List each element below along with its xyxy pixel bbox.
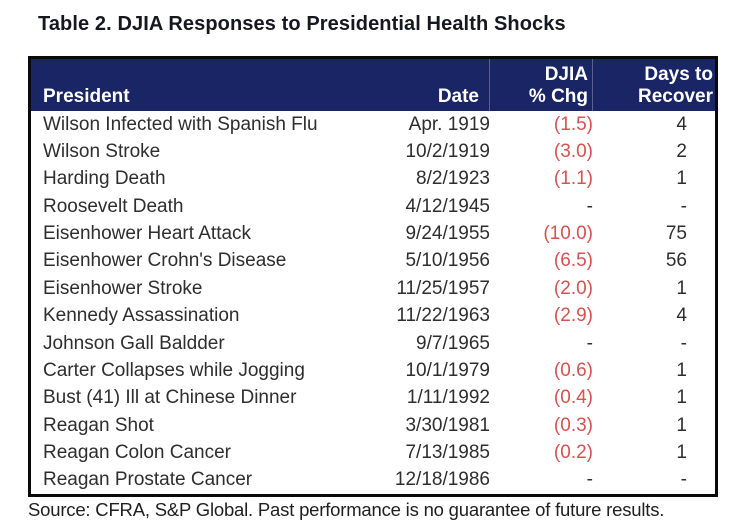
cell-date: 9/7/1965 (416, 332, 490, 354)
cell-days-to-recover: 1 (676, 359, 687, 381)
cell-date: Apr. 1919 (408, 113, 490, 135)
cell-president: Harding Death (43, 168, 166, 190)
cell-date: 12/18/1986 (394, 469, 490, 491)
cell-date: 7/13/1985 (405, 441, 490, 463)
cell-djia-pct-chg: (10.0) (543, 223, 593, 245)
table-body: Wilson Infected with Spanish Flu Apr. 191… (31, 111, 715, 494)
cell-date: 9/24/1955 (405, 223, 490, 245)
header-djia-line1: DJIA (544, 64, 588, 85)
cell-president: Eisenhower Crohn's Disease (43, 250, 287, 272)
table-row: Bust (41) Ill at Chinese Dinner 1/11/1992… (31, 385, 715, 412)
cell-djia-pct-chg: (1.1) (553, 168, 593, 190)
cell-date: 8/2/1923 (416, 168, 490, 190)
table-row: Eisenhower Heart Attack 9/24/1955 (10.0) 75 (31, 220, 715, 247)
cell-president: Wilson Stroke (43, 141, 161, 163)
cell-djia-pct-chg: - (586, 469, 593, 491)
table-row: Reagan Shot 3/30/1981 (0.3) 1 (31, 412, 715, 439)
header-date: Date (372, 59, 490, 111)
header-djia-pct-chg: DJIA % Chg (490, 59, 593, 111)
cell-date: 4/12/1945 (405, 195, 490, 217)
header-djia-line2: % Chg (528, 86, 588, 107)
table-title: Table 2. DJIA Responses to Presidential … (38, 13, 566, 35)
header-date-line1 (372, 64, 479, 86)
table-row: Eisenhower Stroke 11/25/1957 (2.0) 1 (31, 275, 715, 302)
cell-president: Reagan Prostate Cancer (43, 469, 253, 491)
cell-date: 1/11/1992 (406, 387, 490, 409)
table-row: Reagan Prostate Cancer 12/18/1986 - - (31, 467, 715, 494)
cell-days-to-recover: 1 (676, 387, 687, 409)
header-date-line2: Date (437, 86, 479, 107)
cell-days-to-recover: 1 (676, 441, 687, 463)
cell-djia-pct-chg: (2.0) (553, 277, 593, 299)
cell-djia-pct-chg: - (586, 195, 593, 217)
cell-djia-pct-chg: - (586, 332, 593, 354)
cell-date: 11/25/1957 (396, 277, 490, 299)
cell-president: Johnson Gall Baldder (43, 332, 225, 354)
table-row: Wilson Stroke 10/2/1919 (3.0) 2 (31, 138, 715, 165)
table-row: Kennedy Assassination 11/22/1963 (2.9) 4 (31, 303, 715, 330)
cell-president: Reagan Shot (43, 414, 154, 436)
djia-health-shocks-table: President Date DJIA % Chg Days to Recove… (28, 56, 718, 497)
cell-djia-pct-chg: (2.9) (553, 305, 593, 327)
cell-days-to-recover: 4 (676, 305, 687, 327)
cell-days-to-recover: 4 (676, 113, 687, 135)
header-days-line1: Days to (644, 64, 713, 85)
cell-djia-pct-chg: (6.5) (553, 250, 593, 272)
cell-days-to-recover: 1 (676, 168, 687, 190)
cell-days-to-recover: 1 (676, 414, 687, 436)
cell-president: Eisenhower Stroke (43, 277, 203, 299)
table-row: Johnson Gall Baldder 9/7/1965 - - (31, 330, 715, 357)
cell-days-to-recover: 56 (665, 250, 687, 272)
cell-date: 10/2/1919 (405, 141, 490, 163)
cell-djia-pct-chg: (0.6) (553, 359, 593, 381)
table-row: Wilson Infected with Spanish Flu Apr. 191… (31, 111, 715, 138)
table-row: Harding Death 8/2/1923 (1.1) 1 (31, 166, 715, 193)
table-header: President Date DJIA % Chg Days to Recove… (31, 59, 715, 111)
cell-days-to-recover: 75 (665, 223, 687, 245)
cell-djia-pct-chg: (0.4) (553, 387, 593, 409)
cell-date: 10/1/1979 (405, 359, 490, 381)
header-president-line2: President (43, 86, 130, 107)
header-president: President (31, 59, 372, 111)
cell-days-to-recover: - (680, 469, 687, 491)
table-row: Carter Collapses while Jogging 10/1/1979 (… (31, 357, 715, 384)
header-days-line2: Recover (638, 86, 713, 107)
cell-president: Kennedy Assassination (43, 305, 240, 327)
cell-president: Eisenhower Heart Attack (43, 223, 252, 245)
cell-date: 5/10/1956 (405, 250, 490, 272)
cell-president: Wilson Infected with Spanish Flu (43, 113, 318, 135)
cell-president: Reagan Colon Cancer (43, 441, 232, 463)
cell-date: 3/30/1981 (405, 414, 490, 436)
cell-djia-pct-chg: (0.2) (553, 441, 593, 463)
cell-president: Carter Collapses while Jogging (43, 359, 305, 381)
cell-president: Bust (41) Ill at Chinese Dinner (43, 387, 297, 409)
table-row: Reagan Colon Cancer 7/13/1985 (0.2) 1 (31, 439, 715, 466)
cell-djia-pct-chg: (3.0) (553, 141, 593, 163)
cell-djia-pct-chg: (1.5) (553, 113, 593, 135)
table-row: Roosevelt Death 4/12/1945 - - (31, 193, 715, 220)
cell-days-to-recover: - (680, 195, 687, 217)
table-row: Eisenhower Crohn's Disease 5/10/1956 (6.5)… (31, 248, 715, 275)
source-note: Source: CFRA, S&P Global. Past performan… (28, 499, 665, 520)
cell-president: Roosevelt Death (43, 195, 184, 217)
cell-days-to-recover: 2 (676, 141, 687, 163)
header-president-line1 (43, 64, 372, 86)
cell-days-to-recover: 1 (676, 277, 687, 299)
header-days-to-recover: Days to Recover (593, 59, 715, 111)
cell-days-to-recover: - (680, 332, 687, 354)
cell-date: 11/22/1963 (396, 305, 490, 327)
cell-djia-pct-chg: (0.3) (553, 414, 593, 436)
